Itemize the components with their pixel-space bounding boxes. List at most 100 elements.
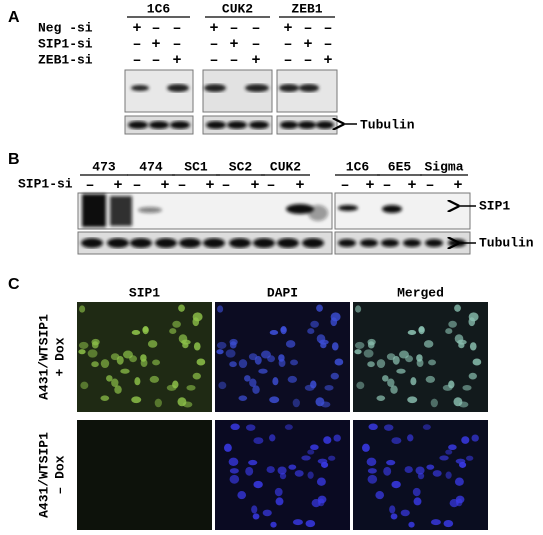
sign: – xyxy=(151,52,160,69)
sign: + xyxy=(172,52,181,69)
cell xyxy=(228,457,239,466)
sign: – xyxy=(251,20,260,37)
row-label: SIP1-si xyxy=(38,36,93,51)
cell xyxy=(78,349,86,355)
cell xyxy=(238,395,248,401)
sign: – xyxy=(209,52,218,69)
cell xyxy=(305,519,316,528)
sign: – xyxy=(172,36,181,53)
sign: + xyxy=(323,52,332,69)
blot-b xyxy=(77,192,476,255)
sign: – xyxy=(266,177,275,194)
column-label: SIP1 xyxy=(129,285,160,300)
panel-label: A xyxy=(8,9,20,26)
panel-label: B xyxy=(8,151,20,168)
cell xyxy=(398,350,409,359)
cell xyxy=(172,380,179,389)
sign: – xyxy=(85,177,94,194)
cell xyxy=(275,497,284,506)
cell xyxy=(253,437,264,444)
cell xyxy=(91,361,99,368)
cell xyxy=(260,350,271,359)
sign: – xyxy=(172,20,181,37)
cell xyxy=(382,375,389,382)
cell xyxy=(323,436,332,444)
cell xyxy=(389,505,396,514)
cell xyxy=(317,498,325,507)
cell xyxy=(412,487,421,497)
cell xyxy=(169,328,177,335)
row-label: A431/WTSIP1 xyxy=(36,432,51,518)
row-label: A431/WTSIP1 xyxy=(36,314,51,400)
row-label: ZEB1-si xyxy=(38,52,93,67)
cell xyxy=(244,375,251,382)
row-label: Neg -si xyxy=(38,20,93,35)
cell xyxy=(292,519,303,526)
cell xyxy=(455,458,466,464)
cell xyxy=(91,341,99,349)
cell xyxy=(111,378,119,387)
cell xyxy=(253,480,263,489)
cell xyxy=(445,328,453,335)
sign: + xyxy=(209,20,218,37)
group-label: 474 xyxy=(139,159,163,174)
cell xyxy=(376,359,386,369)
cell xyxy=(270,521,277,528)
sign: + xyxy=(160,177,169,194)
sign: – xyxy=(229,20,238,37)
sign: – xyxy=(283,36,292,53)
cell xyxy=(258,368,268,374)
sign: + xyxy=(453,177,462,194)
sign: – xyxy=(132,177,141,194)
sign: + xyxy=(303,36,312,53)
cell xyxy=(422,424,431,430)
group-label: ZEB1 xyxy=(291,1,322,16)
cell xyxy=(154,398,162,408)
cell xyxy=(120,368,130,374)
cell xyxy=(425,375,436,383)
cell xyxy=(192,372,201,380)
cell xyxy=(316,334,326,344)
cell xyxy=(262,509,272,517)
sign: + xyxy=(250,177,259,194)
cell xyxy=(468,317,476,327)
cell xyxy=(390,513,398,520)
cell xyxy=(317,458,328,464)
cell xyxy=(249,378,257,387)
cell xyxy=(131,329,141,336)
cell xyxy=(367,468,377,474)
cell xyxy=(386,459,396,466)
cell xyxy=(410,377,417,386)
cell xyxy=(229,468,239,474)
sign: + xyxy=(251,52,260,69)
cell xyxy=(230,423,240,431)
cell xyxy=(418,326,425,335)
sign: + xyxy=(229,36,238,53)
cell xyxy=(131,396,142,404)
column-label: DAPI xyxy=(267,285,298,300)
cell xyxy=(462,384,472,391)
sign: – xyxy=(151,20,160,37)
cell xyxy=(330,317,338,327)
cell xyxy=(248,459,258,466)
cell xyxy=(252,513,260,520)
sign: + xyxy=(113,177,122,194)
cell xyxy=(375,491,385,500)
loading-label: Tubulin xyxy=(479,235,534,250)
cell xyxy=(333,434,341,442)
group-label: 6E5 xyxy=(388,159,412,174)
cell xyxy=(278,358,286,368)
cell xyxy=(361,443,370,452)
cell xyxy=(416,358,424,368)
sign: – xyxy=(425,177,434,194)
loading-label: Tubulin xyxy=(360,117,415,132)
sign: – xyxy=(323,36,332,53)
cell xyxy=(110,353,120,361)
cell xyxy=(196,358,206,366)
cell xyxy=(178,334,188,344)
cell xyxy=(147,340,158,348)
cell xyxy=(310,444,319,451)
cell xyxy=(229,341,237,349)
cell xyxy=(368,423,378,431)
sign: + xyxy=(132,20,141,37)
